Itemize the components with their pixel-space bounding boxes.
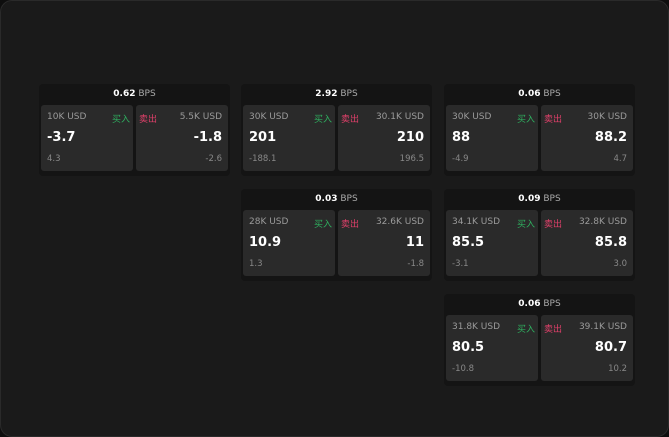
spread-unit: BPS — [340, 194, 358, 204]
buy-price: 80.5 — [452, 340, 485, 355]
buy-price: 10.9 — [249, 235, 282, 250]
buy-label: 买入 — [313, 220, 332, 230]
spread-unit: BPS — [543, 89, 561, 99]
sell-card[interactable]: 卖出 30K USD 88.2 4.7 — [541, 105, 633, 171]
buy-card[interactable]: 30K USD 买入 201 -188.1 — [243, 105, 335, 171]
sell-label: 卖出 — [544, 325, 563, 335]
spread-value: 0.09 — [518, 194, 541, 204]
price-widget: 0.03 BPS 28K USD 买入 10.9 1.3 卖出 32.6K US… — [241, 189, 432, 281]
buy-label: 买入 — [516, 220, 535, 230]
sell-card[interactable]: 卖出 5.5K USD -1.8 -2.6 — [136, 105, 228, 171]
buy-price: -3.7 — [47, 130, 76, 145]
buy-change: -4.9 — [452, 154, 469, 164]
sell-price: 11 — [405, 235, 424, 250]
sell-label: 卖出 — [139, 115, 158, 125]
sell-price: 210 — [396, 130, 424, 145]
buy-price: 85.5 — [452, 235, 485, 250]
buy-size: 28K USD — [249, 217, 289, 227]
buy-price: 88 — [452, 130, 471, 145]
buy-card[interactable]: 30K USD 买入 88 -4.9 — [446, 105, 538, 171]
spread-unit: BPS — [543, 299, 561, 309]
sell-size: 39.1K USD — [578, 322, 627, 332]
sell-label: 卖出 — [341, 220, 360, 230]
sell-card[interactable]: 卖出 32.8K USD 85.8 3.0 — [541, 210, 633, 276]
sell-price: 88.2 — [594, 130, 627, 145]
sell-change: 196.5 — [399, 154, 424, 164]
spread-unit: BPS — [340, 89, 358, 99]
sell-change: 4.7 — [613, 154, 627, 164]
spread-value: 0.06 — [518, 89, 541, 99]
spread-value: 2.92 — [315, 89, 338, 99]
buy-size: 30K USD — [452, 112, 492, 122]
spread-header: 0.09 BPS — [444, 189, 635, 210]
price-widget: 0.06 BPS 31.8K USD 买入 80.5 -10.8 卖出 39.1… — [444, 294, 635, 386]
spread-header: 0.06 BPS — [444, 84, 635, 105]
sell-label: 卖出 — [544, 220, 563, 230]
buy-change: 1.3 — [249, 259, 263, 269]
buy-size: 31.8K USD — [452, 322, 501, 332]
price-widget: 2.92 BPS 30K USD 买入 201 -188.1 卖出 30.1K … — [241, 84, 432, 176]
sell-card[interactable]: 卖出 39.1K USD 80.7 10.2 — [541, 315, 633, 381]
price-widget: 0.62 BPS 10K USD 买入 -3.7 4.3 卖出 5.5K USD… — [39, 84, 230, 176]
sell-label: 卖出 — [544, 115, 563, 125]
sell-size: 30K USD — [587, 112, 627, 122]
buy-card[interactable]: 10K USD 买入 -3.7 4.3 — [41, 105, 133, 171]
buy-label: 买入 — [516, 115, 535, 125]
buy-card[interactable]: 34.1K USD 买入 85.5 -3.1 — [446, 210, 538, 276]
sell-size: 32.6K USD — [375, 217, 424, 227]
sell-change: -1.8 — [407, 259, 424, 269]
buy-price: 201 — [249, 130, 277, 145]
sell-change: -2.6 — [205, 154, 222, 164]
buy-size: 34.1K USD — [452, 217, 501, 227]
sell-card[interactable]: 卖出 30.1K USD 210 196.5 — [338, 105, 430, 171]
sell-size: 30.1K USD — [375, 112, 424, 122]
sell-size: 5.5K USD — [179, 112, 222, 122]
buy-card[interactable]: 31.8K USD 买入 80.5 -10.8 — [446, 315, 538, 381]
buy-change: 4.3 — [47, 154, 61, 164]
spread-header: 2.92 BPS — [241, 84, 432, 105]
price-widget: 0.09 BPS 34.1K USD 买入 85.5 -3.1 卖出 32.8K… — [444, 189, 635, 281]
sell-label: 卖出 — [341, 115, 360, 125]
buy-change: -3.1 — [452, 259, 469, 269]
buy-change: -188.1 — [249, 154, 277, 164]
buy-card[interactable]: 28K USD 买入 10.9 1.3 — [243, 210, 335, 276]
sell-price: -1.8 — [193, 130, 222, 145]
spread-value: 0.03 — [315, 194, 338, 204]
buy-size: 30K USD — [249, 112, 289, 122]
spread-unit: BPS — [543, 194, 561, 204]
spread-header: 0.62 BPS — [39, 84, 230, 105]
buy-label: 买入 — [516, 325, 535, 335]
buy-label: 买入 — [111, 115, 130, 125]
spread-unit: BPS — [138, 89, 156, 99]
spread-value: 0.62 — [113, 89, 136, 99]
sell-change: 10.2 — [608, 364, 627, 374]
sell-size: 32.8K USD — [578, 217, 627, 227]
spread-header: 0.06 BPS — [444, 294, 635, 315]
spread-header: 0.03 BPS — [241, 189, 432, 210]
price-widget: 0.06 BPS 30K USD 买入 88 -4.9 卖出 30K USD 8… — [444, 84, 635, 176]
sell-price: 85.8 — [594, 235, 627, 250]
sell-change: 3.0 — [613, 259, 627, 269]
buy-size: 10K USD — [47, 112, 87, 122]
sell-price: 80.7 — [594, 340, 627, 355]
buy-label: 买入 — [313, 115, 332, 125]
sell-card[interactable]: 卖出 32.6K USD 11 -1.8 — [338, 210, 430, 276]
spread-value: 0.06 — [518, 299, 541, 309]
buy-change: -10.8 — [452, 364, 474, 374]
